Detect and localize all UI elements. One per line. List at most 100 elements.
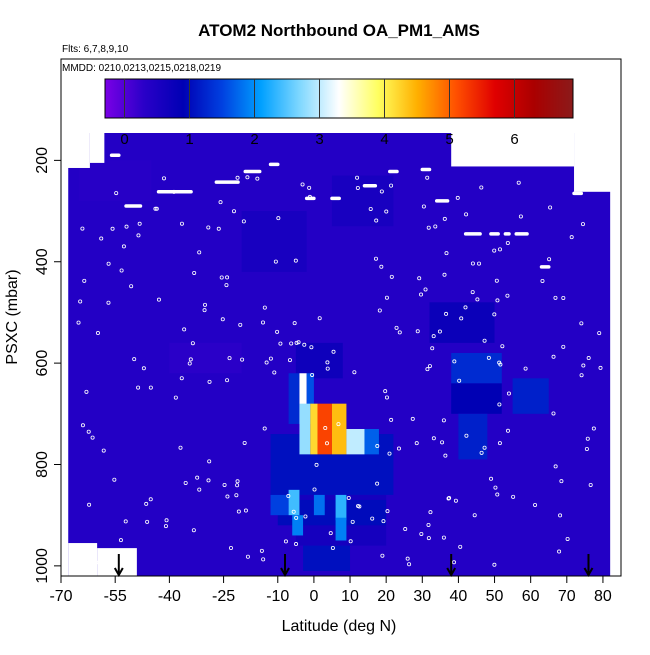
x-tick-label: 60 [522, 588, 540, 605]
sample-dot [403, 527, 408, 532]
sample-dot [588, 482, 593, 487]
heatmap-cell [295, 342, 343, 379]
sample-dot [443, 453, 448, 458]
sample-dot [428, 510, 433, 515]
sample-dot [475, 297, 480, 302]
x-axis: -70 -55 -40 -25 -10 0 10 20 30 40 50 60 70 80 [49, 576, 612, 605]
sample-dot [182, 327, 187, 332]
y-tick-label: 600 [34, 350, 51, 377]
sample-dot [368, 206, 373, 211]
sample-dot [377, 308, 382, 313]
sample-dot [289, 341, 294, 346]
chart-title: ATOM2 Northbound OA_PM1_AMS [198, 21, 480, 40]
sample-dot [497, 247, 502, 252]
sample-dot [294, 340, 299, 345]
sample-dot [324, 441, 329, 446]
sample-dot [303, 514, 308, 519]
sample-dot [314, 462, 319, 467]
sample-dot [348, 539, 353, 544]
sample-dot [440, 440, 445, 445]
sample-dot [374, 218, 379, 223]
sample-dot [553, 295, 558, 300]
sample-dot [218, 200, 223, 205]
sample-dot [426, 225, 431, 230]
sample-dot [423, 287, 428, 292]
sample-dot [202, 308, 207, 313]
colorbar-tick-label: 3 [315, 131, 323, 148]
y-tick-label: 400 [34, 248, 51, 275]
sample-dot [479, 185, 484, 190]
sample-dot [421, 204, 426, 209]
sample-dot [482, 338, 487, 343]
sample-dot [292, 321, 297, 326]
sample-dot [557, 549, 562, 554]
sample-dot [197, 250, 202, 255]
sample-dot [379, 189, 384, 194]
sample-dot [309, 345, 314, 350]
sample-dot [110, 226, 115, 231]
sample-dot [598, 365, 603, 370]
arrow-head [446, 567, 457, 578]
sample-dot [255, 176, 260, 181]
sample-dot [129, 284, 134, 289]
x-tick-label: 20 [377, 588, 395, 605]
sample-dot [231, 209, 236, 214]
sample-dot [163, 524, 168, 529]
sample-dot [121, 244, 126, 249]
sample-dot [206, 225, 211, 230]
sample-dot [294, 515, 299, 520]
x-tick-label: 10 [341, 588, 359, 605]
sample-dot [272, 370, 277, 375]
sample-dot [261, 557, 266, 562]
sample-dot [464, 433, 469, 438]
sample-dot [370, 516, 375, 521]
sample-dot [591, 426, 596, 431]
sample-dot [216, 226, 221, 231]
sample-dot [153, 206, 158, 211]
sample-dot [459, 316, 464, 321]
sample-dot [579, 373, 584, 378]
sample-dot [425, 175, 430, 180]
y-axis-label: PSXC (mbar) [4, 269, 21, 364]
sample-dot [444, 251, 449, 256]
sample-dot [245, 175, 250, 180]
colorbar-tick-label: 1 [185, 131, 193, 148]
heatmap-cell [364, 429, 379, 455]
sample-dot [407, 562, 412, 567]
sample-dot [300, 182, 305, 187]
sample-dot [446, 496, 451, 501]
sample-dot [96, 560, 101, 565]
sample-dot [442, 216, 447, 221]
heatmap-cell [313, 494, 325, 516]
sample-dot [551, 354, 556, 359]
sample-dot [355, 185, 360, 190]
sample-dot [312, 487, 317, 492]
heatmap-cell [429, 302, 495, 343]
sample-dot [394, 325, 399, 330]
sample-dot [396, 446, 401, 451]
sample-dot [523, 366, 528, 371]
sample-dot [511, 494, 516, 499]
sample-dot [579, 321, 584, 326]
sample-dot [225, 494, 230, 499]
sample-dot [457, 378, 462, 383]
sample-dot [419, 292, 424, 297]
sample-dot [84, 389, 89, 394]
sample-dot [477, 261, 482, 266]
sample-dot [442, 272, 447, 277]
sample-dot [584, 447, 589, 452]
sample-dot [458, 544, 463, 549]
sample-dot [124, 224, 129, 229]
sample-dot [291, 509, 296, 514]
sample-dot [426, 536, 431, 541]
mmdd-label: MMDD: 0210,0213,0215,0218,0219 [62, 63, 221, 74]
sample-dot [330, 545, 335, 550]
arrow-head [583, 567, 594, 578]
sample-dot [447, 496, 452, 501]
sample-dot [187, 361, 192, 366]
sample-dot [154, 206, 159, 211]
sample-dot [561, 344, 566, 349]
profile-marker-arrow [280, 554, 290, 578]
sample-dot [346, 495, 351, 500]
